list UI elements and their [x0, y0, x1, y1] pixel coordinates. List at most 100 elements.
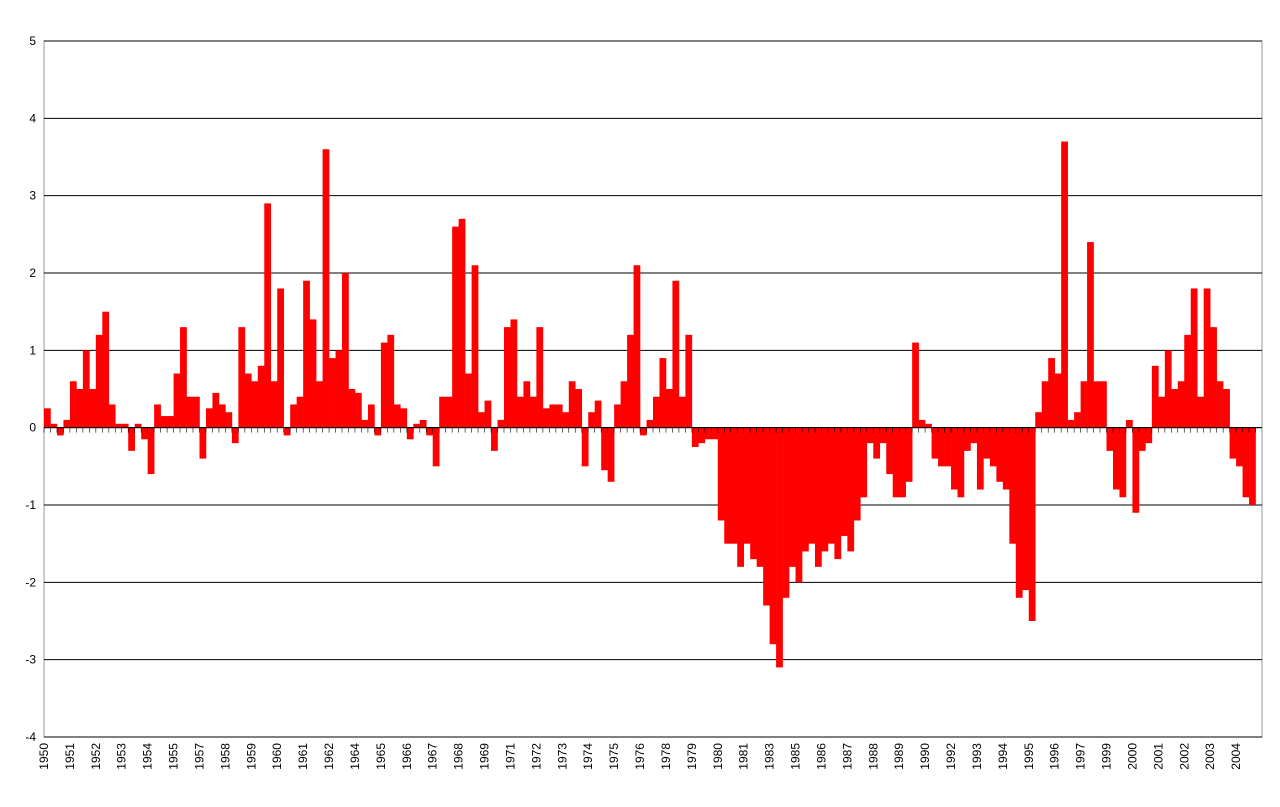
bar — [575, 389, 583, 428]
x-tick-label: 1988 — [866, 743, 880, 770]
bar — [1229, 427, 1237, 459]
x-tick-label: 1978 — [659, 743, 673, 770]
bar — [743, 427, 751, 544]
bar — [724, 427, 732, 544]
bar — [821, 427, 829, 552]
x-tick-label: 1985 — [789, 743, 803, 770]
bar — [231, 427, 239, 444]
bar — [588, 412, 595, 428]
bar — [244, 373, 252, 428]
bar — [853, 427, 861, 521]
x-tick-label: 1953 — [115, 743, 129, 770]
bar — [542, 408, 550, 428]
bar — [1100, 381, 1107, 428]
x-tick-label: 1993 — [970, 743, 984, 770]
bar — [63, 419, 71, 428]
bar — [121, 423, 129, 428]
plot-area — [43, 40, 1263, 738]
bar — [1067, 419, 1075, 428]
bar — [452, 226, 459, 428]
bar — [316, 381, 323, 428]
bar — [802, 427, 809, 552]
bar — [1048, 358, 1055, 428]
bar — [737, 427, 745, 567]
bar — [640, 427, 647, 436]
bar — [763, 427, 770, 606]
x-tick-label: 1959 — [244, 743, 258, 770]
bar — [393, 404, 401, 428]
bar — [387, 334, 395, 428]
bar — [432, 427, 440, 467]
bar — [665, 389, 673, 428]
x-tick-label: 1964 — [348, 743, 362, 770]
bar — [562, 412, 570, 428]
bar — [69, 381, 77, 428]
bar — [886, 427, 894, 475]
bar — [594, 400, 602, 428]
bar — [1151, 365, 1159, 428]
bar — [918, 419, 926, 428]
x-tick-label: 1983 — [763, 743, 777, 770]
bar — [290, 404, 297, 428]
bar — [510, 319, 518, 428]
x-tick-label: 1987 — [840, 743, 854, 770]
bar — [698, 427, 706, 444]
x-tick-label: 1994 — [996, 743, 1010, 770]
bar — [1054, 373, 1062, 428]
bar — [704, 427, 712, 440]
bar — [491, 427, 498, 451]
bar — [478, 412, 485, 428]
x-tick-label: 1960 — [270, 743, 284, 770]
x-tick-label: 1971 — [503, 743, 517, 770]
bar — [834, 427, 842, 560]
bar — [614, 404, 621, 428]
bar — [581, 427, 589, 467]
bar — [361, 419, 369, 428]
bar — [989, 427, 997, 467]
x-tick-label: 1975 — [607, 743, 621, 770]
y-tick-label: 0 — [29, 421, 36, 435]
bar — [717, 427, 725, 521]
bar — [847, 427, 855, 552]
bar — [536, 327, 544, 428]
bar — [730, 427, 738, 544]
bar — [1125, 419, 1133, 428]
bar — [173, 373, 181, 428]
bar — [76, 389, 84, 428]
x-tick-label: 1999 — [1100, 743, 1114, 770]
bar — [1061, 141, 1068, 428]
y-tick-label: 1 — [29, 343, 36, 357]
bar — [108, 404, 116, 428]
bar — [1138, 427, 1146, 451]
bar — [678, 396, 686, 428]
bar — [82, 350, 90, 428]
x-tick-label: 1995 — [1022, 743, 1036, 770]
y-tick-label: 2 — [29, 266, 36, 280]
x-tick-label: 1992 — [944, 743, 958, 770]
bar — [1015, 427, 1023, 598]
bar — [529, 396, 537, 428]
bar — [523, 381, 531, 428]
bar — [1242, 427, 1250, 498]
bar — [827, 427, 835, 544]
bar — [503, 327, 511, 428]
x-tick-label: 1955 — [167, 743, 181, 770]
bar — [218, 404, 226, 428]
bar — [627, 334, 634, 428]
bar — [1093, 381, 1101, 428]
x-tick-label: 1979 — [685, 743, 699, 770]
bar — [931, 427, 939, 459]
bar — [1236, 427, 1243, 467]
bar — [938, 427, 945, 467]
x-tick-label: 1997 — [1074, 743, 1088, 770]
x-tick-label: 1996 — [1048, 743, 1062, 770]
bar — [1112, 427, 1120, 490]
bar — [1132, 427, 1140, 513]
bar — [912, 342, 919, 428]
bar — [193, 396, 200, 428]
bar — [685, 334, 693, 428]
bar — [497, 419, 505, 428]
x-tick-label: 1952 — [89, 743, 103, 770]
bar — [892, 427, 900, 498]
